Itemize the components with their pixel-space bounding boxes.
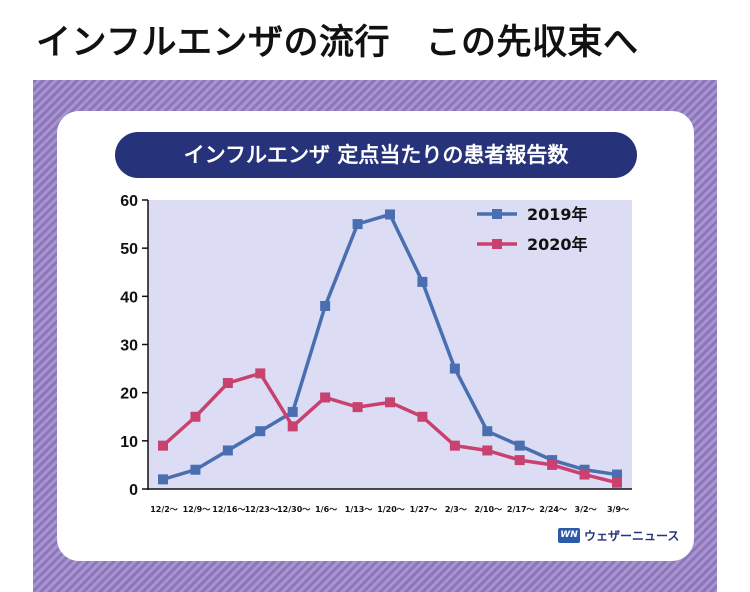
data-point xyxy=(417,276,428,287)
y-tick-label: 20 xyxy=(120,386,138,403)
chart-title: インフルエンザ 定点当たりの患者報告数 xyxy=(115,132,637,178)
x-tick-label: 12/2～ xyxy=(150,505,178,514)
data-point xyxy=(579,469,590,480)
x-tick-label: 1/27～ xyxy=(410,505,438,514)
data-point xyxy=(417,411,428,422)
data-point xyxy=(514,440,525,451)
weathernews-logo: WN ウェザーニュース xyxy=(558,527,679,544)
data-point xyxy=(385,397,395,408)
x-tick-label: 1/6～ xyxy=(315,505,337,514)
data-point xyxy=(255,368,266,379)
x-tick-label: 12/16～ xyxy=(212,505,245,514)
x-tick-label: 3/2～ xyxy=(575,505,597,514)
data-point xyxy=(449,440,460,451)
y-tick-label: 50 xyxy=(120,241,138,258)
data-point xyxy=(222,378,233,389)
data-point xyxy=(255,426,266,437)
data-point xyxy=(287,406,298,417)
y-tick-label: 30 xyxy=(120,338,138,355)
legend-label: 2020年 xyxy=(527,235,588,254)
data-point xyxy=(352,402,363,413)
data-point xyxy=(514,455,525,466)
x-tick-label: 1/20～ xyxy=(377,505,405,514)
data-point xyxy=(158,474,168,485)
x-tick-label: 2/24～ xyxy=(539,505,567,514)
data-point xyxy=(612,477,622,488)
plot-area xyxy=(148,200,632,489)
data-point xyxy=(352,219,363,230)
x-tick-label: 2/3～ xyxy=(445,505,467,514)
x-tick-label: 12/9～ xyxy=(183,505,211,514)
data-point xyxy=(190,464,201,475)
data-point xyxy=(449,363,460,374)
x-tick-label: 2/17～ xyxy=(507,505,535,514)
y-tick-label: 0 xyxy=(129,482,138,499)
data-point xyxy=(320,392,331,403)
data-point xyxy=(190,411,201,422)
x-tick-label: 3/9～ xyxy=(607,505,629,514)
data-point xyxy=(385,209,395,220)
wn-logo-mark: WN xyxy=(558,528,580,543)
x-tick-label: 1/13～ xyxy=(345,505,373,514)
data-point xyxy=(320,300,331,311)
data-point xyxy=(482,445,493,456)
data-point xyxy=(482,426,493,437)
brand-name: ウェザーニュース xyxy=(584,529,680,543)
legend-label: 2019年 xyxy=(527,205,588,224)
x-tick-label: 12/30～ xyxy=(277,505,310,514)
data-point xyxy=(222,445,233,456)
data-point xyxy=(158,440,168,451)
data-point xyxy=(547,459,558,470)
legend-swatch-marker xyxy=(492,239,502,249)
x-tick-label: 12/23～ xyxy=(245,505,278,514)
y-tick-label: 40 xyxy=(120,289,138,306)
x-tick-label: 2/10～ xyxy=(474,505,502,514)
y-tick-label: 10 xyxy=(120,434,138,451)
data-point xyxy=(612,469,622,480)
data-point xyxy=(287,421,298,432)
y-tick-label: 60 xyxy=(120,193,138,210)
page-headline: インフルエンザの流行 この先収束へ xyxy=(36,23,639,63)
legend-swatch-marker xyxy=(492,209,502,219)
